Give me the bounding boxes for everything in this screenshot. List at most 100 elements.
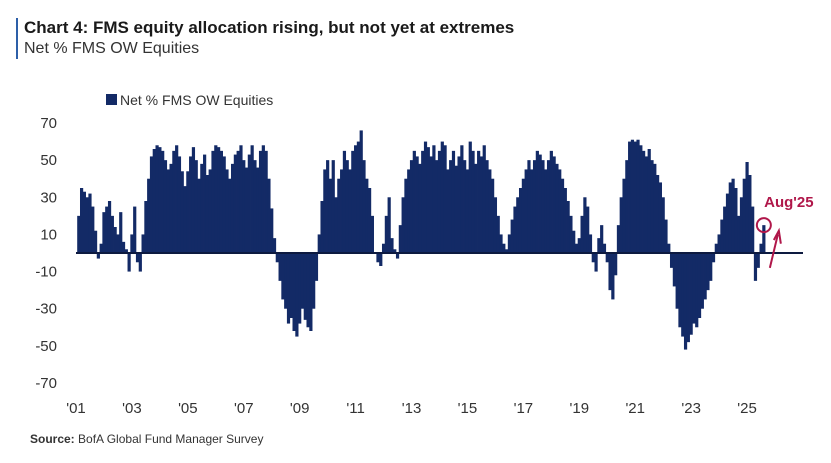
x-tick-label: '21: [625, 400, 645, 417]
data-bar: [625, 160, 629, 253]
data-bar: [709, 253, 713, 281]
y-tick-label: 70: [40, 115, 57, 132]
data-bar: [588, 234, 593, 253]
data-bar: [149, 156, 154, 253]
data-bar: [384, 215, 388, 253]
data-bar: [303, 253, 307, 320]
data-bar: [532, 160, 537, 253]
data-bar: [516, 197, 520, 253]
data-bar: [113, 227, 117, 253]
data-bar: [608, 253, 612, 291]
data-bar: [381, 243, 386, 253]
annotation-arrow-shaft: [768, 234, 779, 269]
data-bar: [656, 175, 660, 253]
data-bar: [644, 156, 649, 253]
data-bar: [714, 243, 718, 253]
data-bar: [409, 160, 414, 253]
data-bar: [751, 206, 755, 253]
data-bar: [175, 145, 179, 253]
data-bar: [555, 163, 559, 253]
data-bar: [723, 206, 727, 253]
title-block: Chart 4: FMS equity allocation rising, b…: [16, 18, 514, 59]
data-bar: [351, 150, 355, 253]
data-bar: [650, 160, 654, 253]
data-bar: [544, 169, 548, 253]
data-bar: [421, 150, 425, 253]
data-bar: [309, 253, 313, 331]
data-bar: [580, 215, 584, 253]
data-bar: [362, 160, 366, 253]
y-tick-label: -10: [35, 264, 57, 281]
data-bar: [116, 234, 120, 253]
data-bar: [79, 188, 84, 253]
data-bar: [367, 188, 372, 253]
x-tick-label: '05: [178, 400, 198, 417]
data-bar: [449, 160, 453, 253]
data-bar: [560, 178, 565, 253]
data-bar: [328, 178, 333, 253]
data-bar: [720, 219, 724, 253]
data-bar: [348, 169, 352, 253]
data-bar: [163, 160, 168, 253]
data-bar: [602, 243, 607, 253]
data-bar: [742, 178, 746, 253]
data-bar: [183, 186, 187, 253]
data-bar: [253, 160, 257, 253]
data-bar: [636, 139, 640, 253]
data-bar: [717, 234, 721, 253]
data-bar: [317, 234, 321, 253]
data-bar: [258, 150, 263, 253]
data-bar: [365, 178, 369, 253]
data-bar: [233, 154, 237, 253]
data-bar: [429, 156, 433, 253]
data-bar: [426, 147, 430, 253]
data-bar: [695, 253, 699, 328]
data-bar: [242, 160, 246, 253]
data-bar: [250, 145, 254, 253]
y-tick-label: -30: [35, 301, 57, 318]
data-bar: [77, 215, 81, 253]
data-bar: [191, 147, 196, 253]
data-bar: [228, 178, 232, 253]
data-bar: [737, 215, 741, 253]
x-tick-label: '17: [514, 400, 534, 417]
data-bar: [435, 160, 439, 253]
data-bar: [451, 150, 456, 253]
data-bar: [524, 169, 528, 253]
data-bar: [463, 160, 467, 253]
data-bar: [127, 253, 131, 272]
data-bar: [499, 234, 503, 253]
source-text: BofA Global Fund Manager Survey: [78, 432, 264, 446]
data-bar: [535, 150, 539, 253]
data-bar: [289, 253, 293, 318]
x-tick-label: '03: [122, 400, 142, 417]
data-bar: [759, 243, 763, 253]
data-bar: [138, 253, 142, 272]
data-bar: [236, 150, 240, 253]
data-bar: [471, 150, 475, 253]
x-tick-label: '25: [737, 400, 757, 417]
data-bar: [614, 253, 618, 276]
data-bar: [272, 238, 277, 253]
data-bar: [312, 253, 316, 309]
data-bar: [605, 253, 609, 263]
data-bar: [152, 149, 156, 253]
data-bar: [574, 243, 579, 253]
data-bar: [432, 145, 436, 253]
data-bar: [622, 178, 626, 253]
data-bar: [465, 169, 470, 253]
data-bar: [558, 169, 562, 253]
data-bar: [507, 234, 512, 253]
data-bar: [692, 253, 696, 324]
data-bar: [208, 169, 212, 253]
data-bar: [491, 178, 495, 253]
data-bar: [354, 145, 358, 253]
y-tick-label: -50: [35, 338, 57, 355]
annotation-arrow-head: [772, 227, 782, 244]
data-bar: [144, 201, 148, 253]
data-bar: [493, 197, 498, 253]
data-bar: [711, 253, 716, 263]
data-bar: [611, 253, 615, 300]
data-bar: [440, 141, 444, 253]
